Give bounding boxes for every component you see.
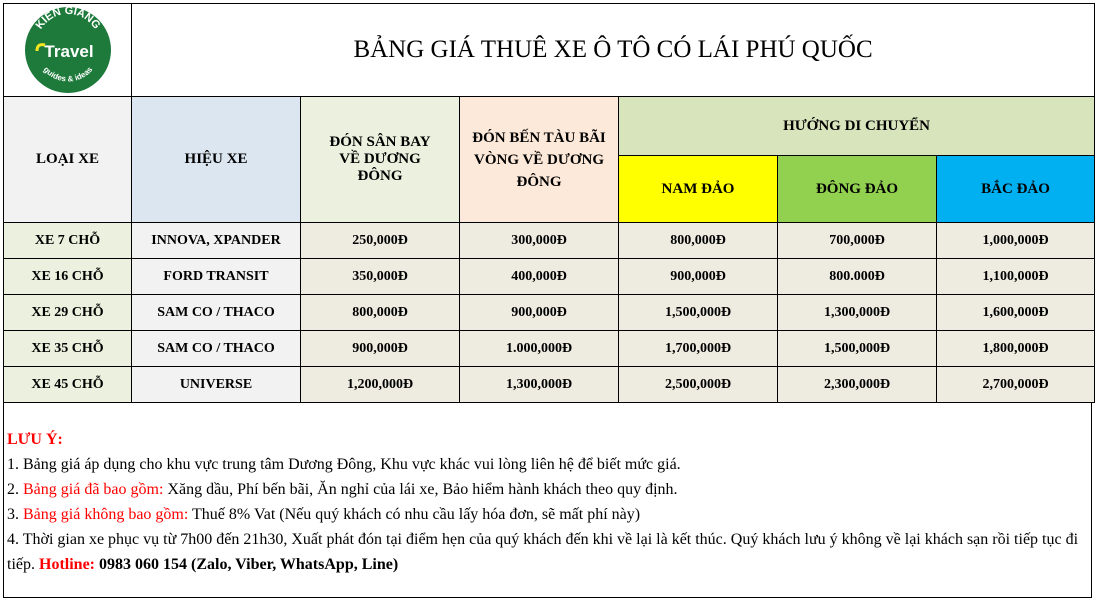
price-south-cell: 900,000Đ	[618, 258, 778, 295]
note-3-number: 3.	[7, 506, 23, 523]
header-bac-dao: BẮC ĐẢO	[935, 155, 1096, 223]
price-port-cell: 1.000,000Đ	[459, 330, 619, 367]
note-2-text: Xăng dầu, Phí bến bãi, Ăn nghỉ của lái x…	[163, 481, 678, 498]
notes-section: LƯU Ý: 1. Bảng giá áp dụng cho khu vực t…	[3, 402, 1092, 598]
table-row: XE 7 CHỖ INNOVA, XPANDER 250,000Đ 300,000Đ 8…	[3, 222, 1096, 259]
price-port-cell: 900,000Đ	[459, 294, 619, 331]
table-row: XE 16 CHỖ FORD TRANSIT 350,000Đ 400,000Đ 900…	[3, 258, 1096, 295]
vehicle-type-cell: XE 35 CHỖ	[3, 330, 132, 367]
note-1: 1. Bảng giá áp dụng cho khu vực trung tâ…	[7, 456, 681, 473]
vehicle-type-cell: XE 7 CHỖ	[3, 222, 132, 259]
price-north-cell: 1,000,000Đ	[935, 222, 1096, 259]
vehicle-type-cell: XE 16 CHỖ	[3, 258, 132, 295]
table-row: XE 29 CHỖ SAM CO / THACO 800,000Đ 900,000Đ 1…	[3, 294, 1096, 331]
vehicle-brand-cell: INNOVA, XPANDER	[131, 222, 301, 259]
vehicle-brand-cell: SAM CO / THACO	[131, 294, 301, 331]
price-north-cell: 1,800,000Đ	[935, 330, 1096, 367]
vehicle-brand-cell: UNIVERSE	[131, 366, 301, 403]
price-airport-cell: 800,000Đ	[300, 294, 460, 331]
price-airport-cell: 350,000Đ	[300, 258, 460, 295]
price-south-cell: 1,500,000Đ	[618, 294, 778, 331]
vehicle-type-cell: XE 29 CHỖ	[3, 294, 132, 331]
price-east-cell: 1,300,000Đ	[777, 294, 937, 331]
table-row: XE 45 CHỖ UNIVERSE 1,200,000Đ 1,300,000Đ 2,5…	[3, 366, 1096, 403]
notes-heading: LƯU Ý:	[7, 431, 63, 448]
header-nam-dao: NAM ĐẢO	[618, 155, 778, 223]
header-san-bay: ĐÓN SÂN BAY VỀ DƯƠNG ĐÔNG	[300, 96, 460, 223]
header-loai-xe: LOẠI XE	[3, 96, 132, 223]
price-port-cell: 300,000Đ	[459, 222, 619, 259]
price-south-cell: 1,700,000Đ	[618, 330, 778, 367]
price-port-cell: 400,000Đ	[459, 258, 619, 295]
logo-cell: KIEN GIANG Travel guides & ideas	[3, 3, 132, 97]
page-title: BẢNG GIÁ THUÊ XE Ô TÔ CÓ LÁI PHÚ QUỐC	[130, 3, 1096, 97]
note-4: 4. Thời gian xe phục vụ từ 7h00 đến 21h3…	[7, 527, 1091, 577]
price-north-cell: 1,600,000Đ	[935, 294, 1096, 331]
table-row: XE 35 CHỖ SAM CO / THACO 900,000Đ 1.000,000…	[3, 330, 1096, 367]
vehicle-brand-cell: SAM CO / THACO	[131, 330, 301, 367]
note-2: 2. Bảng giá đã bao gồm: Xăng dầu, Phí bế…	[7, 477, 1091, 502]
price-north-cell: 2,700,000Đ	[935, 366, 1096, 403]
note-4-text: 4. Thời gian xe phục vụ từ 7h00 đến 21h3…	[7, 531, 1079, 573]
price-table: KIEN GIANG Travel guides & ideas BẢNG GI…	[3, 3, 1096, 403]
note-3-text: Thuế 8% Vat (Nếu quý khách có nhu cầu lấ…	[188, 506, 641, 523]
note-2-number: 2.	[7, 481, 23, 498]
header-hieu-xe: HIỆU XE	[131, 96, 301, 223]
header-dong-dao: ĐÔNG ĐẢO	[777, 155, 937, 223]
note-3-label: Bảng giá không bao gồm:	[23, 506, 189, 523]
note-2-label: Bảng giá đã bao gồm:	[23, 481, 164, 498]
vehicle-type-cell: XE 45 CHỖ	[3, 366, 132, 403]
price-east-cell: 800.000Đ	[777, 258, 937, 295]
vehicle-brand-cell: FORD TRANSIT	[131, 258, 301, 295]
price-port-cell: 1,300,000Đ	[459, 366, 619, 403]
price-north-cell: 1,100,000Đ	[935, 258, 1096, 295]
price-south-cell: 800,000Đ	[618, 222, 778, 259]
price-east-cell: 1,500,000Đ	[777, 330, 937, 367]
header-huong-di-chuyen: HƯỚNG DI CHUYỂN	[617, 96, 1096, 156]
svg-text:Travel: Travel	[44, 42, 93, 61]
note-3: 3. Bảng giá không bao gồm: Thuế 8% Vat (…	[7, 502, 1091, 527]
price-table-wrapper: KIEN GIANG Travel guides & ideas BẢNG GI…	[3, 3, 1096, 403]
hotline-label: Hotline:	[39, 556, 95, 573]
price-east-cell: 2,300,000Đ	[777, 366, 937, 403]
header-ben-tau: ĐÓN BẾN TÀU BÃI VÒNG VỀ DƯƠNG ĐÔNG	[459, 96, 619, 223]
kien-giang-travel-logo: KIEN GIANG Travel guides & ideas	[24, 5, 111, 93]
price-airport-cell: 900,000Đ	[300, 330, 460, 367]
hotline-value: 0983 060 154 (Zalo, Viber, WhatsApp, Lin…	[95, 556, 399, 573]
price-airport-cell: 1,200,000Đ	[300, 366, 460, 403]
price-airport-cell: 250,000Đ	[300, 222, 460, 259]
price-south-cell: 2,500,000Đ	[618, 366, 778, 403]
price-east-cell: 700,000Đ	[777, 222, 937, 259]
